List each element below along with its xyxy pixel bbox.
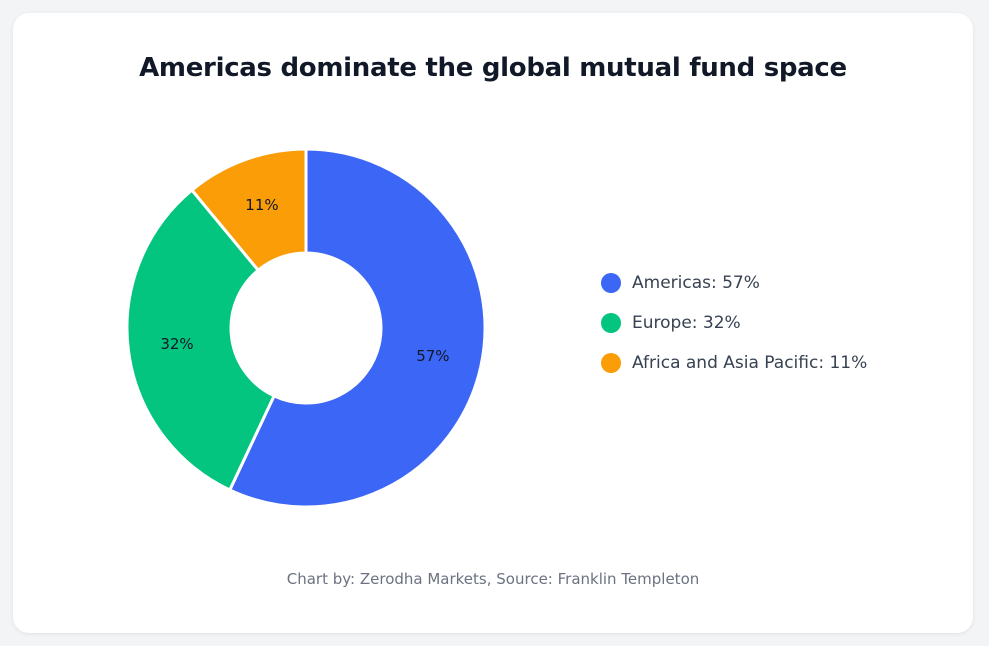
donut-slice-europe[interactable] [125,188,276,492]
donut-chart: 57% 32% 11% [125,147,487,509]
legend-label-europe: Europe: 32% [632,313,741,333]
legend-swatch-europe [601,313,621,333]
legend: Americas: 57% Europe: 32% Africa and Asi… [601,263,941,383]
chart-card: Americas dominate the global mutual fund… [13,13,973,633]
legend-swatch-africa-asia-pacific [601,353,621,373]
donut-slice-americas[interactable] [228,147,487,509]
donut-slice-africa-asia-pacific[interactable] [190,147,308,272]
legend-label-africa-asia-pacific: Africa and Asia Pacific: 11% [632,353,868,373]
chart-title: Americas dominate the global mutual fund… [139,53,847,83]
legend-item-europe[interactable]: Europe: 32% [601,303,941,343]
legend-swatch-americas [601,273,621,293]
legend-label-americas: Americas: 57% [632,273,760,293]
slice-label-europe: 32% [160,335,193,353]
legend-item-africa-asia-pacific[interactable]: Africa and Asia Pacific: 11% [601,343,941,383]
slice-label-americas: 57% [416,347,449,365]
chart-source-credit: Chart by: Zerodha Markets, Source: Frank… [286,570,700,588]
slice-label-africa-asia-pacific: 11% [245,196,278,214]
legend-item-americas[interactable]: Americas: 57% [601,263,941,303]
